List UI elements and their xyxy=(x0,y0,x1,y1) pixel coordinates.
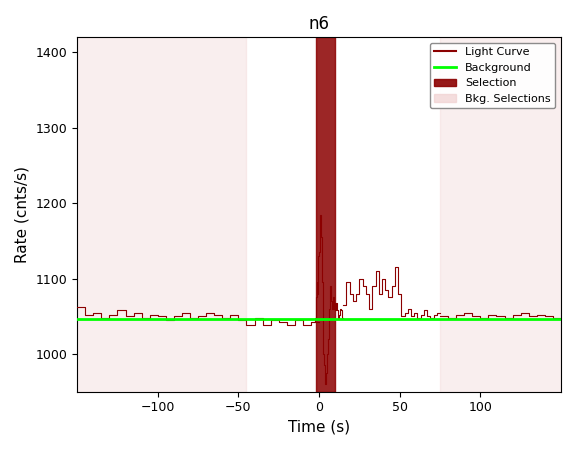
Bar xyxy=(77,37,247,392)
Bar xyxy=(440,37,561,392)
Legend: Light Curve, Background, Selection, Bkg. Selections: Light Curve, Background, Selection, Bkg.… xyxy=(430,43,555,108)
Title: n6: n6 xyxy=(309,15,329,33)
X-axis label: Time (s): Time (s) xyxy=(288,420,350,435)
Bar xyxy=(316,37,335,392)
Y-axis label: Rate (cnts/s): Rate (cnts/s) xyxy=(15,166,30,263)
